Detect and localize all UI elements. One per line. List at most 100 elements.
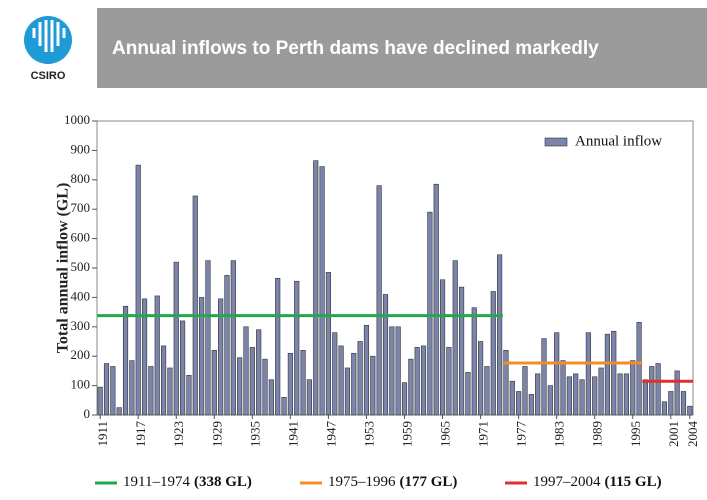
x-tick-label: 1995 bbox=[628, 421, 643, 447]
bar bbox=[262, 358, 268, 416]
y-tick-label: 700 bbox=[71, 200, 91, 215]
x-tick-label: 1953 bbox=[361, 421, 376, 447]
bar bbox=[230, 260, 236, 416]
bar bbox=[617, 373, 623, 416]
bar bbox=[122, 305, 129, 416]
x-tick-label: 2004 bbox=[685, 421, 700, 448]
bar bbox=[275, 277, 281, 416]
x-tick-label: 1911 bbox=[95, 421, 110, 447]
bar bbox=[237, 357, 243, 416]
bar bbox=[325, 272, 332, 416]
x-tick-label: 1947 bbox=[323, 421, 338, 448]
bar bbox=[427, 211, 433, 416]
x-tick-label: 1959 bbox=[399, 421, 414, 447]
y-tick-label: 200 bbox=[71, 347, 91, 362]
y-tick-label: 600 bbox=[71, 230, 91, 245]
bar bbox=[116, 407, 122, 416]
bar bbox=[471, 307, 477, 416]
legend-label: 1911–1974 (338 GL) bbox=[123, 474, 252, 490]
bar bbox=[103, 363, 110, 416]
bar bbox=[674, 370, 680, 416]
y-tick-label: 800 bbox=[71, 171, 91, 186]
bar bbox=[604, 333, 610, 416]
bar bbox=[478, 341, 484, 416]
y-tick-label: 500 bbox=[71, 259, 91, 274]
bar bbox=[135, 164, 141, 416]
legend-period: 1911–1974 bbox=[123, 474, 190, 490]
bar bbox=[160, 345, 167, 416]
x-tick-label: 1965 bbox=[438, 421, 453, 447]
bar bbox=[199, 297, 205, 416]
bar bbox=[401, 382, 408, 416]
logo: CSIRO bbox=[24, 16, 72, 82]
bar bbox=[211, 350, 217, 416]
bar bbox=[649, 366, 655, 416]
bar bbox=[668, 391, 674, 416]
bar bbox=[300, 350, 306, 416]
bar bbox=[528, 394, 534, 416]
bar bbox=[655, 363, 661, 416]
bar bbox=[148, 366, 154, 416]
legend-swatch bbox=[544, 137, 568, 147]
bar bbox=[636, 322, 642, 416]
bar bbox=[680, 391, 687, 416]
bar bbox=[192, 195, 198, 416]
bar bbox=[465, 372, 471, 416]
bar bbox=[382, 294, 389, 416]
bar bbox=[585, 332, 591, 416]
bar bbox=[344, 367, 351, 416]
bar bbox=[395, 326, 401, 416]
bar bbox=[497, 254, 503, 416]
bar bbox=[642, 379, 649, 416]
bar bbox=[338, 345, 344, 416]
bar bbox=[129, 360, 135, 416]
logo-text: CSIRO bbox=[31, 70, 66, 82]
x-tick-label: 1989 bbox=[590, 421, 605, 447]
y-axis-label: Total annual inflow (GL) bbox=[55, 183, 72, 354]
legend-value: (115 GL) bbox=[605, 474, 662, 490]
bar bbox=[420, 345, 427, 416]
bar bbox=[173, 261, 179, 416]
legend-label: 1997–2004 (115 GL) bbox=[533, 474, 662, 490]
bar bbox=[351, 352, 357, 416]
bar bbox=[687, 405, 693, 416]
bar bbox=[490, 291, 496, 416]
bar bbox=[363, 325, 370, 416]
title-banner bbox=[97, 8, 707, 88]
logo-circle bbox=[24, 16, 72, 64]
bar bbox=[566, 376, 572, 416]
bar bbox=[141, 298, 148, 416]
bar bbox=[357, 341, 363, 416]
bar bbox=[623, 373, 630, 416]
bar bbox=[218, 298, 224, 416]
x-tick-label: 1941 bbox=[285, 421, 300, 447]
bar bbox=[630, 360, 636, 416]
bar bbox=[554, 332, 560, 416]
x-tick-label: 1917 bbox=[133, 421, 148, 448]
bar bbox=[389, 326, 395, 416]
bar bbox=[439, 279, 446, 416]
bar bbox=[186, 375, 192, 416]
bar bbox=[503, 350, 509, 416]
bar bbox=[598, 367, 604, 416]
y-tick-label: 300 bbox=[71, 318, 91, 333]
x-tick-label: 1983 bbox=[552, 421, 567, 447]
bar bbox=[560, 360, 566, 416]
bar bbox=[452, 260, 458, 416]
bar bbox=[306, 379, 312, 416]
bar bbox=[268, 379, 274, 416]
bar bbox=[167, 367, 173, 416]
x-tick-label: 1923 bbox=[171, 421, 186, 447]
y-tick-label: 400 bbox=[71, 288, 91, 303]
bar bbox=[522, 366, 528, 416]
bar bbox=[433, 183, 439, 416]
legend-period: 1975–1996 bbox=[328, 474, 396, 490]
y-tick-label: 900 bbox=[71, 141, 91, 156]
bar bbox=[446, 347, 452, 416]
bar bbox=[414, 347, 420, 416]
bar bbox=[547, 385, 553, 416]
y-tick-label: 0 bbox=[84, 406, 91, 421]
bar bbox=[154, 295, 160, 416]
bar bbox=[573, 373, 579, 416]
bar bbox=[110, 366, 116, 416]
